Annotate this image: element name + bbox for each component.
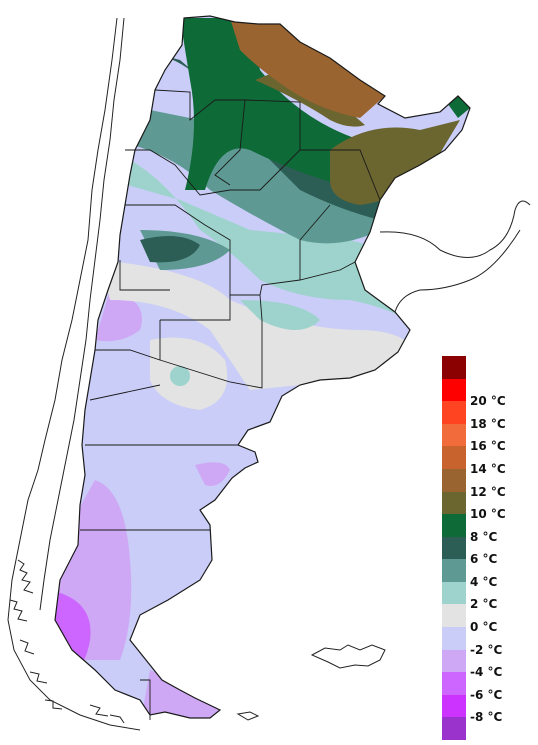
legend-swatch <box>442 649 466 673</box>
legend-row: -4 °C <box>442 649 538 679</box>
legend-label: 8 °C <box>470 529 498 544</box>
legend-swatch <box>442 627 466 650</box>
legend-row: 16 °C <box>442 423 538 453</box>
legend-label: -4 °C <box>470 665 503 680</box>
legend-label: 0 °C <box>470 620 498 635</box>
legend-row: -8 °C <box>442 694 538 724</box>
legend-label: 4 °C <box>470 574 498 589</box>
legend-swatch <box>442 604 466 628</box>
legend-swatch <box>442 717 466 740</box>
legend-swatch <box>442 694 466 718</box>
legend-row <box>442 356 538 379</box>
legend-swatch <box>442 581 466 605</box>
legend-swatch <box>442 446 466 469</box>
tierra-del-fuego <box>89 704 260 724</box>
legend-swatch <box>442 468 466 492</box>
legend-label: -8 °C <box>470 710 503 725</box>
legend-row: -6 °C <box>442 672 538 702</box>
legend-row: 8 °C <box>442 514 538 544</box>
legend-row: 0 °C <box>442 604 538 634</box>
legend-swatch <box>442 672 466 695</box>
legend-swatch <box>442 559 466 582</box>
legend-label: 20 °C <box>470 394 506 409</box>
legend-label: -2 °C <box>470 642 503 657</box>
legend-row: -2 °C <box>442 627 538 657</box>
legend-label: 10 °C <box>470 507 506 522</box>
legend-label: -6 °C <box>470 687 503 702</box>
neighbor-coastlines <box>379 200 531 313</box>
legend-swatch <box>442 536 466 560</box>
legend-label: 14 °C <box>470 461 506 476</box>
legend-label: 18 °C <box>470 416 506 431</box>
legend-label: 6 °C <box>470 552 498 567</box>
malvinas-islands <box>310 644 386 669</box>
legend-swatch <box>442 514 466 537</box>
legend-swatch <box>442 491 466 515</box>
province-borders <box>80 89 381 720</box>
legend-row: 12 °C <box>442 468 538 499</box>
legend-row: 14 °C <box>442 446 538 476</box>
legend-swatch <box>442 401 466 424</box>
legend-row: 20 °C <box>442 378 538 408</box>
chile-border-lines <box>7 17 141 731</box>
legend-swatch <box>442 378 466 402</box>
temperature-legend: 20 °C 18 °C 16 °C 14 °C 12 °C 10 °C 8 °C 6 °C 4 … <box>442 356 538 740</box>
legend-row: 4 °C <box>442 559 538 589</box>
legend-swatch <box>442 423 466 447</box>
legend-row: 18 °C <box>442 401 538 431</box>
legend-row: 2 °C <box>442 581 538 611</box>
legend-label: 2 °C <box>470 597 498 612</box>
legend-row <box>442 717 538 740</box>
legend-row: 6 °C <box>442 536 538 566</box>
legend-label: 16 °C <box>470 439 506 454</box>
legend-row: 10 °C <box>442 491 538 521</box>
legend-label: 12 °C <box>470 484 506 499</box>
legend-swatch <box>442 356 466 379</box>
